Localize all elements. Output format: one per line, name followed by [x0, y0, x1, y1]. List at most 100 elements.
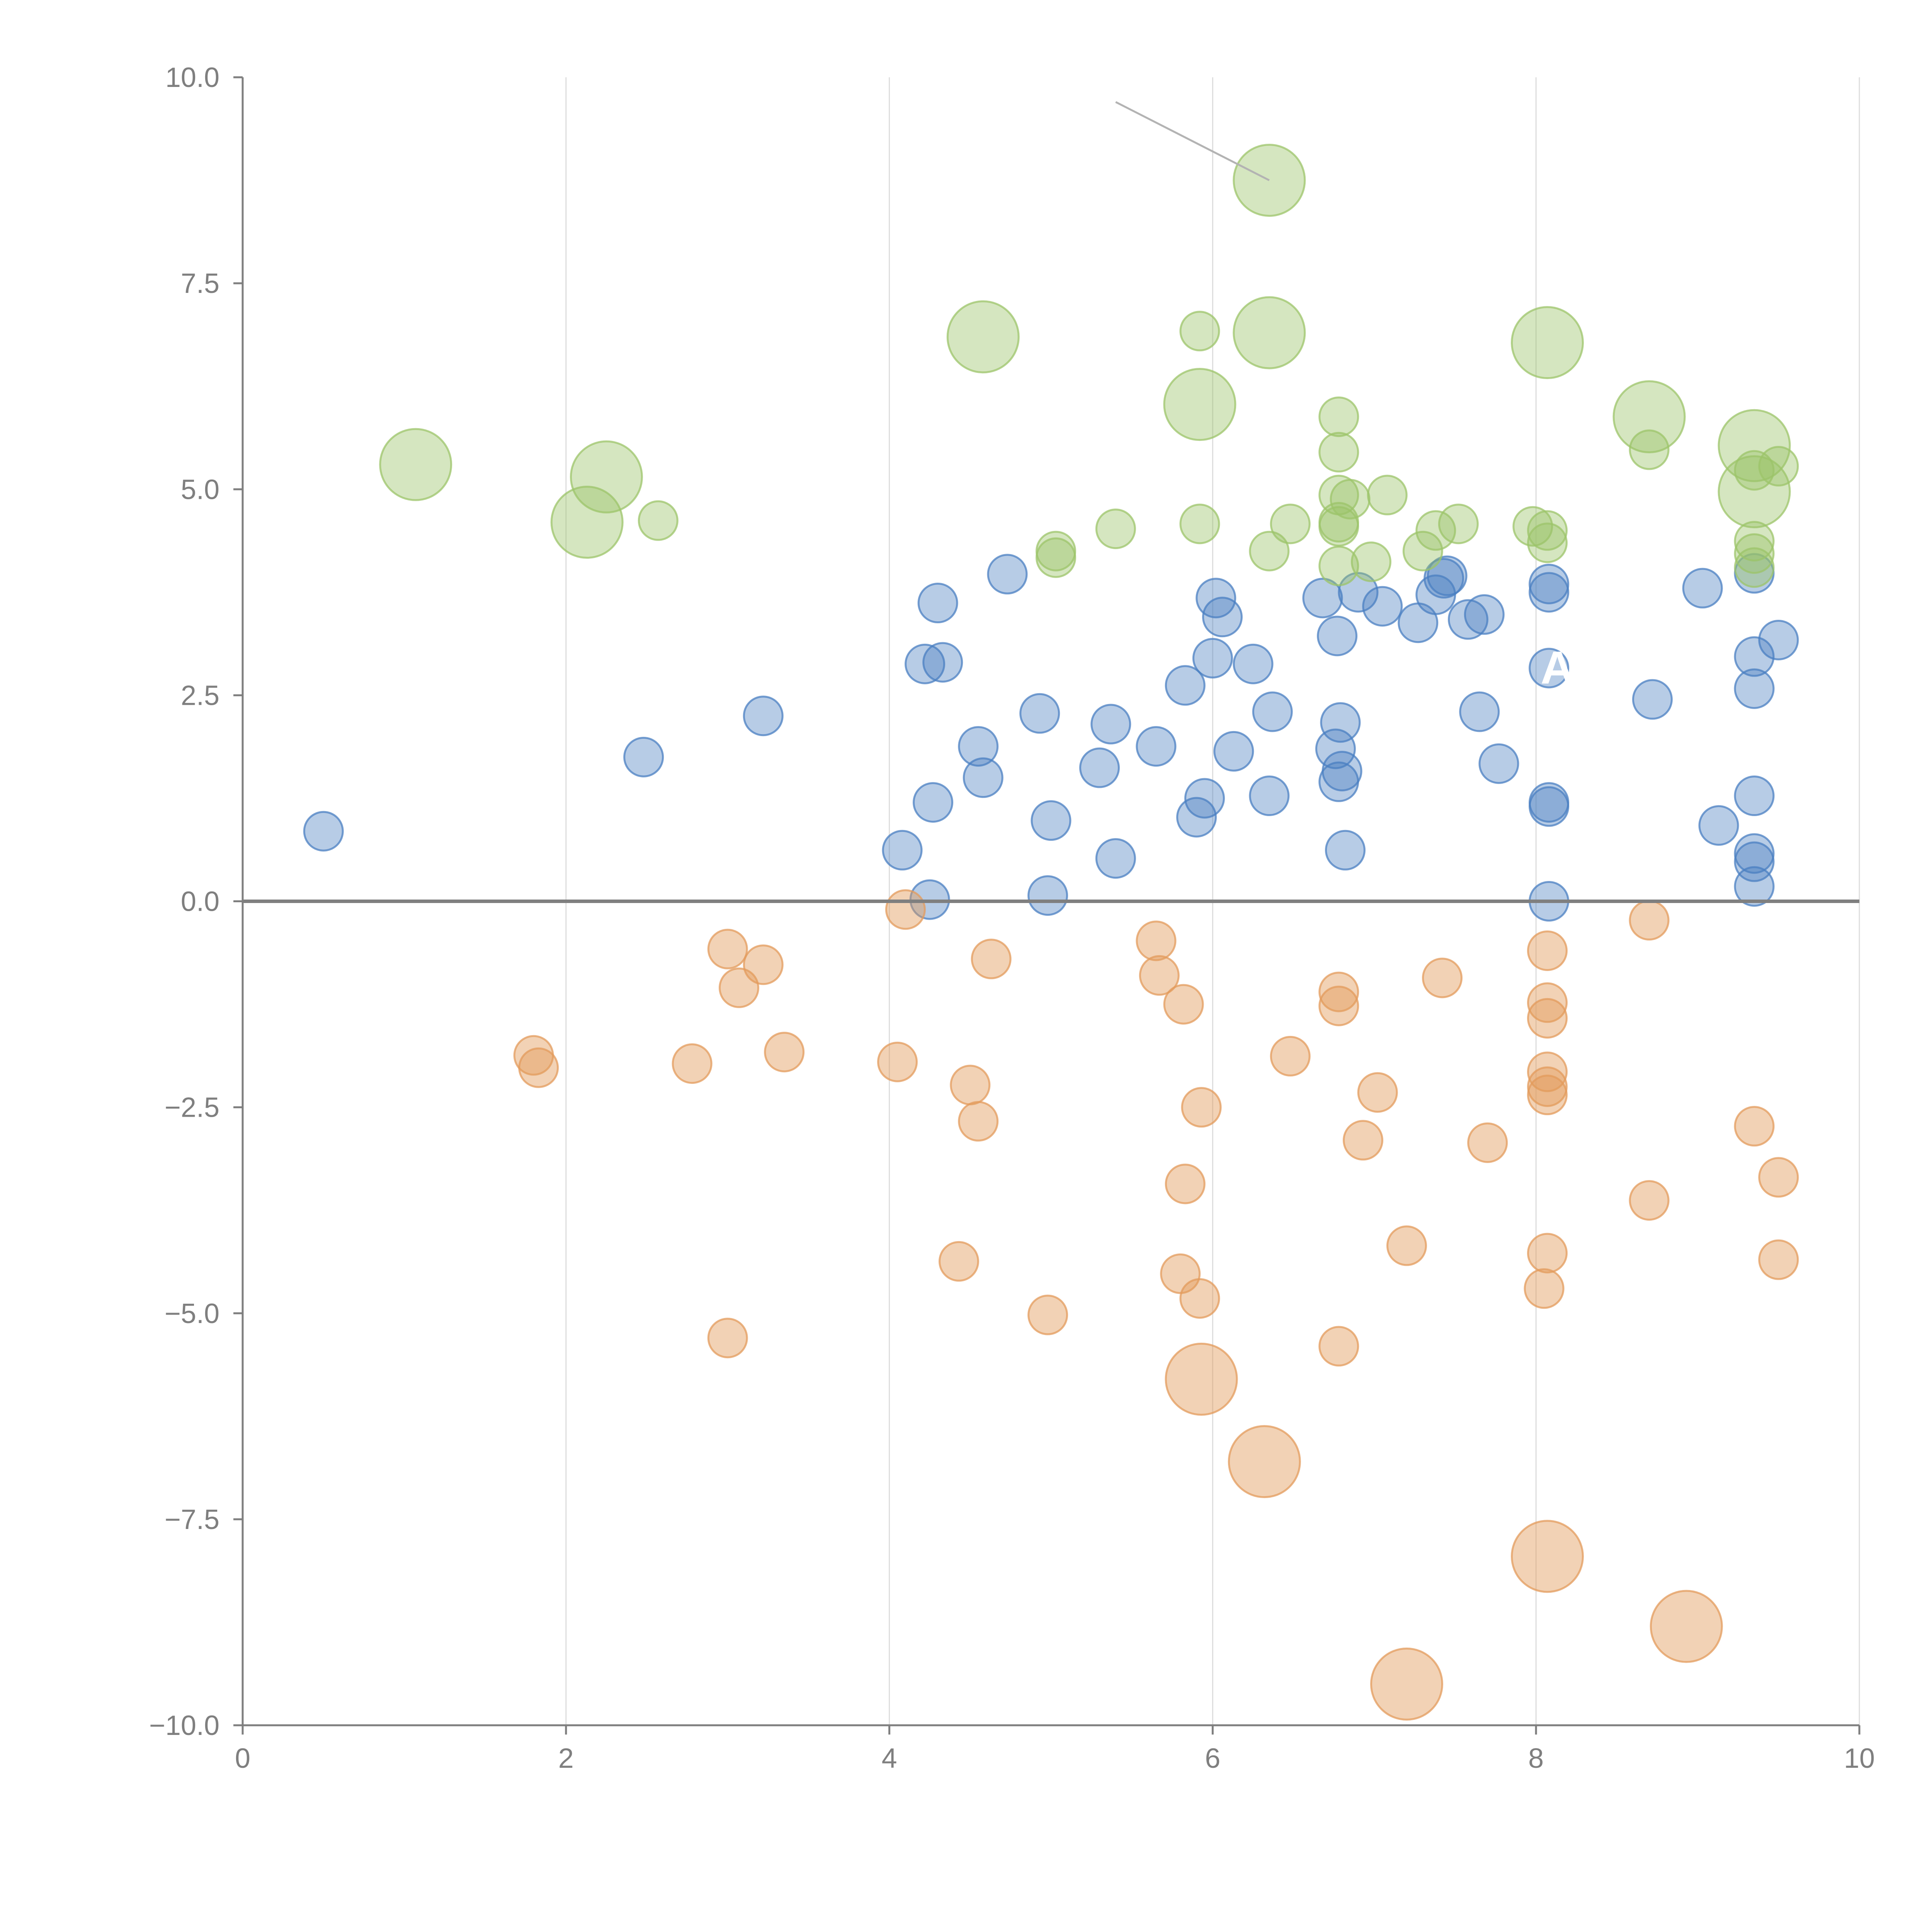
tick-layer: 0 2 4 6 8 10 10.0 7.5 5.0 2.5 0.0 −2.5 −5.0 −7.5 −10.0: [149, 62, 1875, 1774]
orange-point-36: [1527, 998, 1568, 1039]
green-point-20: [1318, 546, 1359, 587]
orange-point-13: [971, 939, 1012, 980]
blue-point-16: [1090, 704, 1131, 745]
blue-point-55: [1734, 776, 1775, 816]
blue-point-22: [1192, 638, 1233, 679]
blue-point-10: [963, 757, 1003, 798]
green-point-31: [1612, 380, 1686, 454]
blue-point-30: [1315, 728, 1356, 769]
blue-point-35: [1325, 830, 1366, 871]
blue-point-17: [1095, 838, 1136, 879]
x-tick-label-2: 4: [882, 1743, 897, 1774]
orange-point-16: [1139, 955, 1180, 996]
orange-point-4: [707, 1318, 748, 1359]
orange-point-12: [958, 1101, 999, 1142]
blue-point-0: [303, 811, 344, 852]
blue-point-1: [623, 736, 664, 777]
orange-point-22: [1165, 1342, 1238, 1416]
orange-point-18: [1163, 984, 1204, 1025]
orange-point-42: [1510, 1520, 1584, 1593]
blue-point-24: [1202, 597, 1243, 638]
orange-point-14: [1027, 1294, 1068, 1335]
orange-point-6: [743, 944, 784, 985]
blue-point-9: [958, 726, 999, 767]
blue-point-14: [1031, 800, 1071, 841]
blue-point-18: [1136, 726, 1177, 767]
orange-point-3: [707, 929, 748, 969]
green-point-0: [379, 428, 452, 501]
blue-point-27: [1249, 776, 1290, 816]
blue-point-58: [1734, 866, 1775, 907]
blue-point-57: [1734, 841, 1775, 882]
y-tick-label-3: 2.5: [181, 680, 219, 711]
orange-point-34: [1527, 930, 1568, 971]
green-point-3: [638, 500, 679, 541]
green-point-13: [1249, 531, 1290, 571]
green-point-15: [1318, 396, 1359, 437]
orange-point-23: [1228, 1425, 1301, 1498]
blue-point-46: [1529, 572, 1570, 613]
blue-point-45: [1478, 743, 1519, 784]
orange-point-47: [1758, 1157, 1799, 1198]
blue-point-8: [922, 642, 963, 683]
green-point-4: [946, 300, 1020, 374]
x-tick-label-4: 8: [1528, 1743, 1544, 1774]
points-layer: [303, 144, 1799, 1721]
green-point-8: [1179, 311, 1220, 352]
y-tick-label-8: −10.0: [149, 1710, 219, 1741]
blue-point-21: [1184, 778, 1225, 819]
y-tick-label-0: 10.0: [165, 62, 219, 93]
green-point-21: [1330, 479, 1371, 520]
green-point-36: [1734, 533, 1775, 574]
blue-point-12: [1019, 693, 1060, 734]
orange-point-41: [1524, 1268, 1565, 1309]
green-point-22: [1350, 541, 1391, 582]
orange-point-27: [1318, 1326, 1359, 1367]
green-point-7: [1095, 509, 1136, 549]
blue-point-2: [743, 696, 784, 736]
green-point-1: [550, 486, 624, 559]
orange-point-28: [1343, 1120, 1384, 1161]
blue-point-13: [1027, 875, 1068, 916]
blue-point-4: [905, 643, 946, 684]
blue-point-6: [913, 782, 954, 823]
blue-point-7: [917, 583, 958, 624]
green-point-25: [1415, 510, 1456, 551]
orange-point-24: [1270, 1036, 1311, 1077]
orange-point-46: [1734, 1106, 1775, 1147]
green-point-2: [570, 440, 643, 514]
green-point-27: [1512, 506, 1553, 547]
y-tick-label-5: −2.5: [165, 1092, 219, 1123]
blue-point-25: [1213, 731, 1254, 772]
blue-point-42: [1447, 599, 1488, 640]
blue-point-54: [1698, 805, 1739, 846]
blue-point-43: [1459, 691, 1500, 732]
green-point-29: [1527, 522, 1568, 563]
orange-point-25: [1318, 971, 1359, 1012]
green-point-26: [1438, 503, 1479, 544]
y-tick-label-7: −7.5: [165, 1504, 219, 1535]
green-point-34: [1718, 455, 1791, 529]
blue-point-37: [1362, 586, 1403, 627]
orange-point-31: [1370, 1647, 1443, 1721]
blue-point-49: [1529, 786, 1570, 827]
annotation-label-0: A: [1541, 642, 1574, 694]
blue-point-29: [1302, 578, 1343, 619]
orange-point-9: [885, 889, 926, 930]
axes-layer: [242, 77, 1859, 1726]
green-point-37: [1734, 547, 1775, 588]
orange-point-15: [1136, 920, 1177, 961]
y-tick-label-4: 0.0: [181, 886, 219, 917]
green-point-12: [1233, 296, 1306, 369]
orange-point-44: [1629, 1180, 1670, 1221]
orange-point-19: [1165, 1163, 1206, 1204]
orange-point-20: [1179, 1278, 1220, 1319]
green-point-30: [1510, 306, 1584, 379]
x-tick-label-3: 6: [1205, 1743, 1220, 1774]
green-point-24: [1402, 531, 1443, 571]
y-tick-label-6: −5.0: [165, 1298, 219, 1329]
orange-point-43: [1629, 900, 1670, 941]
blue-point-56: [1734, 833, 1775, 874]
